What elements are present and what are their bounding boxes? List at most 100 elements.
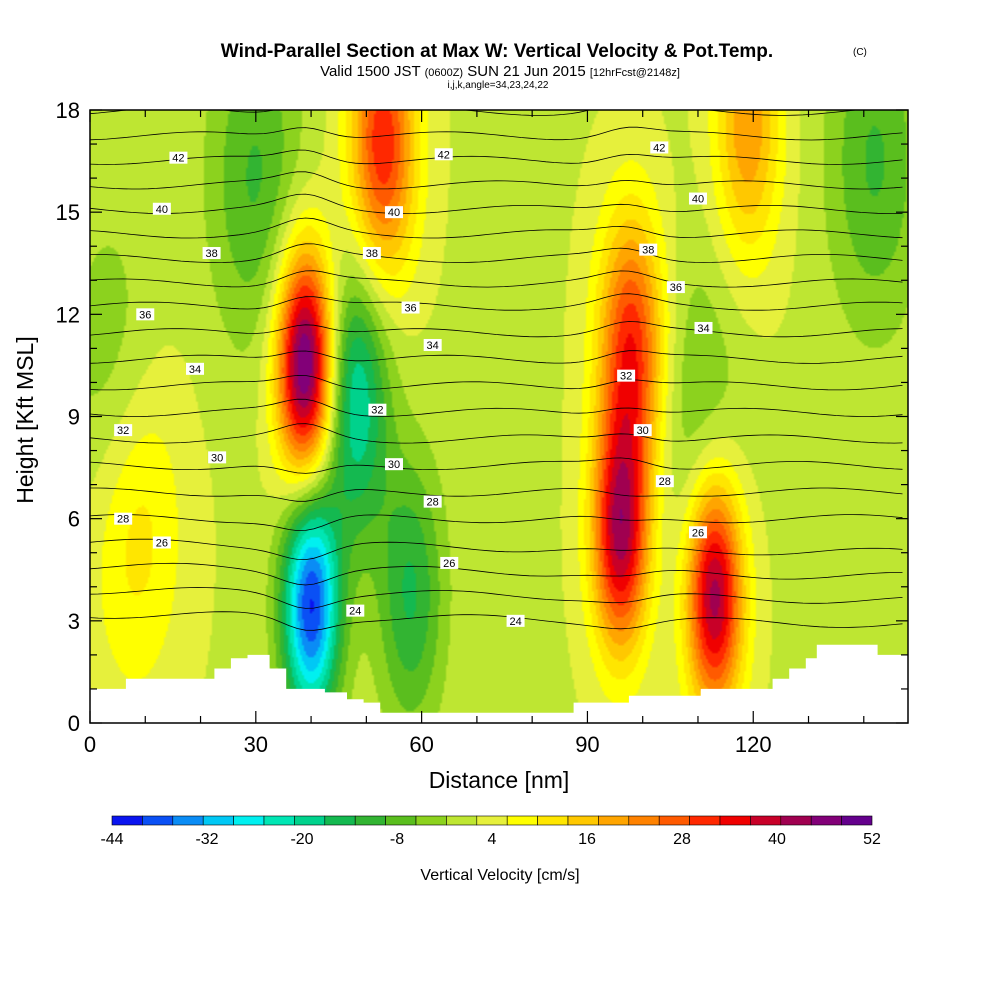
colorbar-swatch (841, 815, 873, 826)
colorbar-swatch (385, 815, 417, 826)
theta-label-text: 42 (172, 153, 184, 165)
colorbar-swatch (537, 815, 569, 826)
theta-label-text: 38 (205, 248, 217, 260)
theta-label-text: 30 (637, 425, 649, 437)
theta-label-text: 40 (692, 194, 704, 206)
theta-contour-label: 30 (384, 458, 403, 471)
theta-label-text: 28 (427, 497, 439, 509)
theta-label-text: 38 (642, 245, 654, 257)
theta-contours (90, 110, 903, 631)
x-tick-label: 60 (409, 732, 433, 757)
colorbar-swatch (506, 815, 538, 826)
theta-contour-label: 26 (152, 536, 171, 550)
y-axis-label: Height [Kft MSL] (12, 336, 38, 503)
y-tick-label: 9 (68, 405, 80, 430)
theta-contour-line (90, 293, 903, 311)
y-tick-label: 15 (56, 200, 80, 225)
theta-label-text: 40 (388, 207, 400, 219)
colorbar-tick-label: -44 (100, 831, 123, 848)
theta-label-text: 30 (211, 452, 223, 464)
theta-contour-line (90, 149, 903, 165)
theta-contour-label: 38 (202, 247, 221, 260)
theta-contour-line (90, 171, 903, 190)
theta-contour-line (90, 562, 903, 586)
colorbar-tick-label: 16 (578, 831, 596, 848)
theta-contour-line (90, 611, 903, 631)
theta-contour-label: 30 (633, 424, 652, 437)
x-tick-label: 120 (735, 732, 772, 757)
colorbar-swatch (567, 815, 599, 826)
colorbar-tick-label: -8 (390, 831, 404, 848)
theta-label-text: 32 (117, 425, 129, 437)
theta-contour-label: 34 (423, 338, 442, 352)
theta-contour-line (90, 587, 903, 609)
theta-contour-line (90, 217, 903, 239)
colorbar-swatch (628, 815, 660, 826)
x-tick-label: 0 (84, 732, 96, 757)
valid-utc-label: (0600Z) (425, 67, 464, 79)
theta-contour-label: 26 (688, 526, 707, 539)
valid-time-label: Valid 1500 JST (320, 63, 420, 80)
y-tick-label: 12 (56, 302, 80, 327)
theta-contour-label: 42 (650, 141, 669, 154)
theta-label-text: 36 (139, 309, 151, 321)
theta-label-text: 40 (156, 204, 168, 216)
theta-label-text: 32 (620, 371, 632, 383)
y-tick-label: 18 (56, 98, 80, 123)
theta-contour-label: 36 (136, 308, 155, 321)
theta-label-text: 42 (438, 149, 450, 161)
theta-contour-line (90, 514, 903, 532)
theta-contour-line (90, 321, 903, 338)
theta-contour-label: 26 (440, 556, 459, 570)
theta-contour-label: 38 (362, 247, 381, 260)
x-axis-label: Distance [nm] (429, 767, 570, 793)
theta-contour-label: 28 (655, 475, 674, 488)
colorbar-swatch (354, 815, 386, 826)
theta-contour-label: 36 (401, 301, 420, 315)
theta-label-text: 26 (156, 538, 168, 550)
colorbar-swatch (111, 815, 143, 826)
theta-contour-line (90, 126, 903, 141)
theta-contour-line (90, 350, 903, 364)
theta-contour-label: 34 (694, 321, 713, 335)
colorbar-tick-label: -20 (290, 831, 313, 848)
colorbar-swatch (446, 815, 478, 826)
theta-contour-label: 40 (688, 192, 707, 206)
grid-indices-label: i,j,k,angle=34,23,24,22 (448, 80, 549, 91)
theta-contour-label: 40 (384, 206, 403, 219)
colorbar-tick-label: 4 (488, 831, 497, 848)
colorbar-tick-label: 28 (673, 831, 691, 848)
theta-contour-label: 32 (617, 369, 636, 383)
colorbar-swatch (476, 815, 508, 826)
colorbar-swatch (263, 815, 295, 826)
colorbar-swatch (324, 815, 356, 826)
theta-label-text: 34 (427, 340, 439, 352)
colorbar-tick-label: 52 (863, 831, 881, 848)
theta-contour-label: 24 (346, 604, 365, 618)
theta-contour-labels: 24 24 26 26 26 28 28 28 30 30 30 32 32 32 34 34 34 36 36 36… (114, 141, 713, 628)
forecast-label: [12hrFcst@2148z] (590, 67, 680, 79)
theta-label-text: 42 (653, 142, 665, 154)
theta-label-text: 36 (404, 303, 416, 315)
colorbar-tick-labels: -44 -32 -20 -8 4 16 28 40 52 (100, 831, 881, 848)
theta-label-text: 24 (509, 616, 521, 628)
colorbar-swatch (810, 815, 842, 826)
theta-label-text: 34 (697, 323, 709, 335)
theta-contour-label: 42 (434, 148, 453, 161)
theta-contour-line (90, 487, 903, 502)
colorbar-swatch (689, 815, 721, 826)
theta-label-text: 38 (366, 248, 378, 260)
theta-contour-line (90, 270, 903, 288)
theta-contour-label: 28 (423, 495, 442, 509)
theta-label-text: 26 (443, 558, 455, 570)
colorbar-swatch (142, 815, 174, 826)
x-tick-label: 90 (575, 732, 599, 757)
colorbar-swatch (172, 815, 204, 826)
theta-contour-line (90, 457, 903, 474)
colorbar (111, 815, 873, 826)
colorbar-swatch (719, 815, 751, 826)
axis-ticks (89, 109, 908, 724)
colorbar-swatch (658, 815, 690, 826)
theta-contour-label: 24 (506, 614, 525, 628)
